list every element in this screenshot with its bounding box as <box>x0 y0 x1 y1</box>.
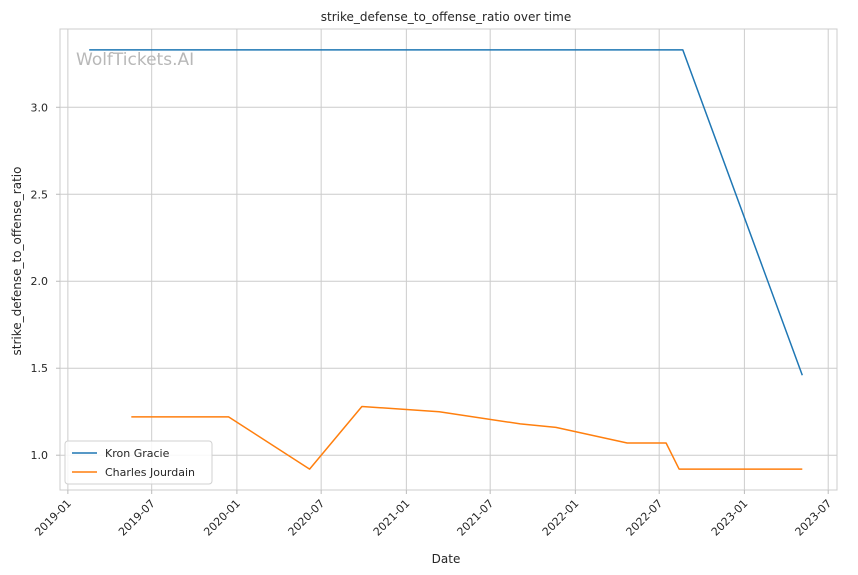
y-tick-label: 2.0 <box>31 275 49 288</box>
grid-lines <box>60 29 837 490</box>
y-tick-label: 2.5 <box>31 188 49 201</box>
series-line-kron-gracie <box>89 49 804 376</box>
legend: Kron Gracie Charles Jourdain <box>64 440 213 485</box>
y-axis-title: strike_defense_to_offense_ratio <box>10 167 24 356</box>
y-axis: 1.0 1.5 2.0 2.5 3.0 <box>31 101 60 462</box>
chart-title: strike_defense_to_offense_ratio over tim… <box>321 10 571 24</box>
series-line-charles-jourdain <box>131 405 803 470</box>
legend-label-charles-jourdain: Charles Jourdain <box>105 466 195 479</box>
watermark: WolfTickets.AI <box>76 50 194 70</box>
x-axis-title: Date <box>432 552 461 566</box>
plot-area <box>60 29 837 490</box>
y-tick-label: 1.0 <box>31 449 49 462</box>
legend-box <box>64 440 213 485</box>
y-tick-label: 3.0 <box>31 101 49 114</box>
y-tick-label: 1.5 <box>31 362 49 375</box>
legend-label-kron-gracie: Kron Gracie <box>105 447 170 460</box>
plot-border <box>59 28 838 491</box>
series-layer <box>89 49 804 470</box>
